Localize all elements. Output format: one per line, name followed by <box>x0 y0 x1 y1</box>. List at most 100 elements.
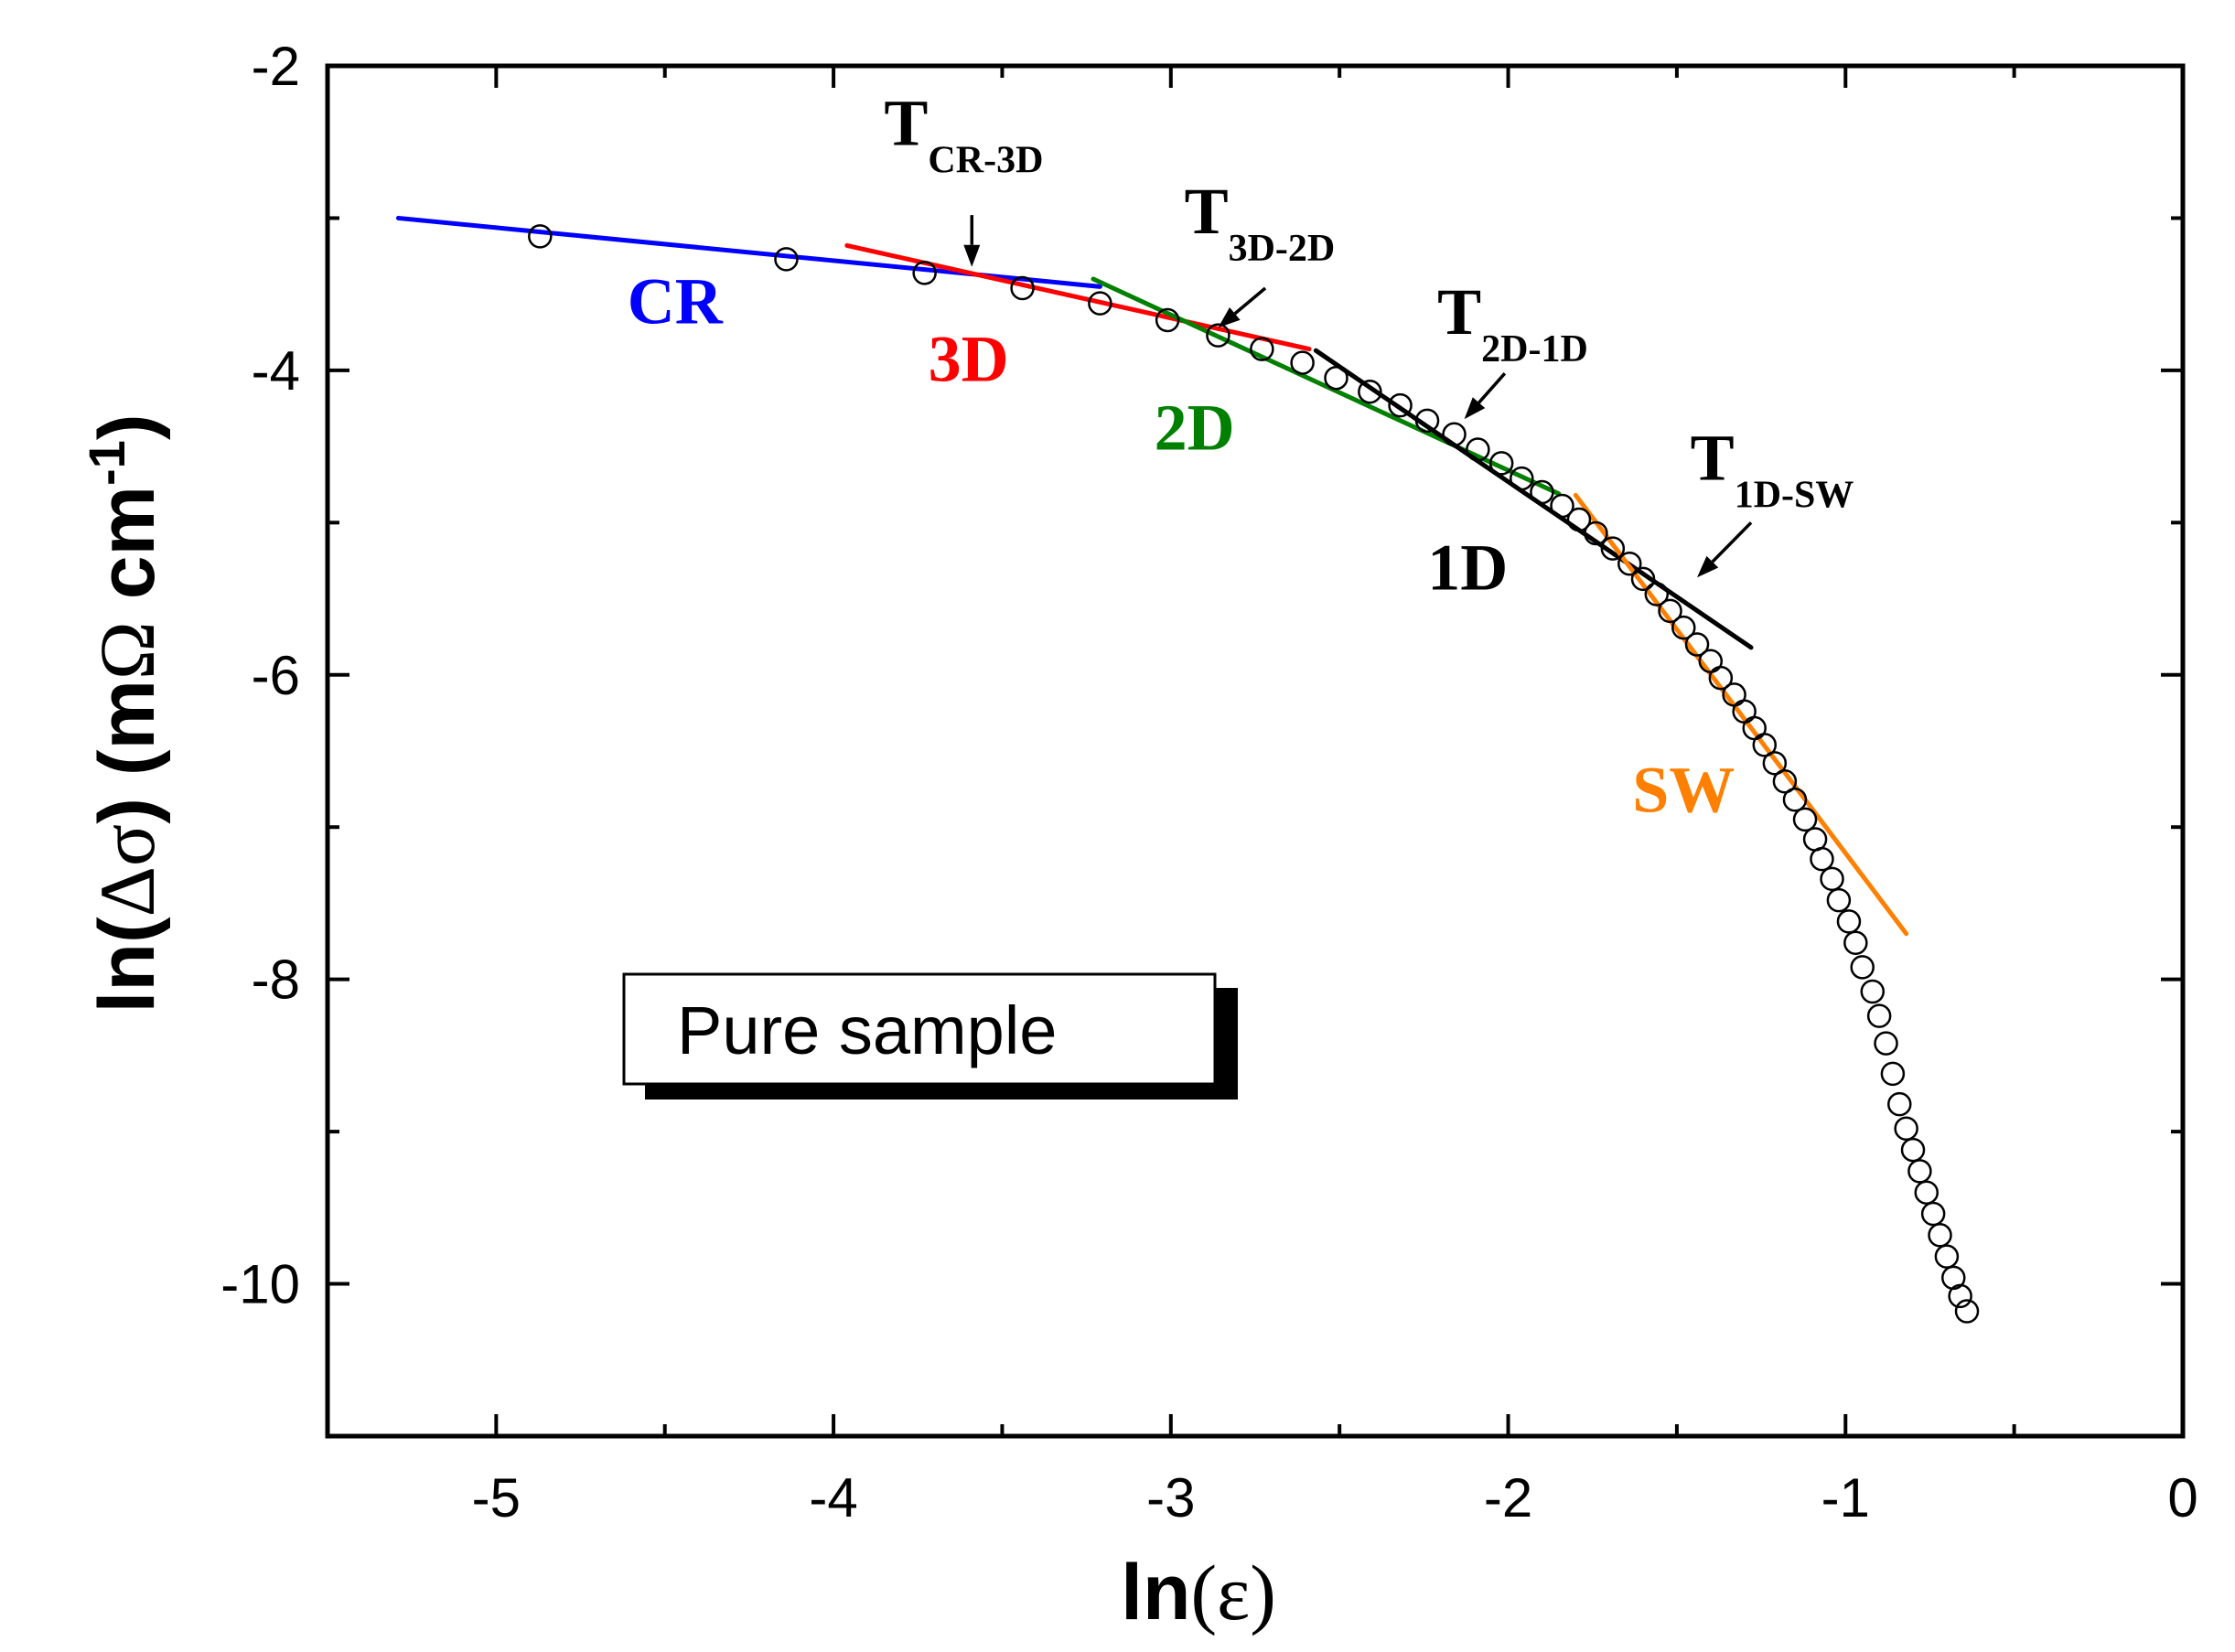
region-label-sw: SW <box>1632 754 1735 827</box>
data-point <box>1442 422 1467 447</box>
data-point <box>1820 866 1844 892</box>
plot-frame <box>325 63 2186 1439</box>
x-tick-label: -1 <box>1821 1467 1870 1529</box>
y-axis-title-omega: Ω <box>83 621 171 680</box>
x-tick-label: -2 <box>1484 1467 1532 1529</box>
legend: Pure sample <box>622 972 1238 1100</box>
data-point <box>528 224 553 249</box>
region-label-2d: 2D <box>1155 391 1235 464</box>
data-point <box>1866 1003 1892 1028</box>
data-point <box>1566 507 1592 532</box>
y-tick-label: -10 <box>220 1254 300 1315</box>
data-point <box>1530 479 1554 505</box>
transition-annotation: T1D-SW <box>1691 422 1854 578</box>
x-axis-title-prefix: ln <box>1121 1549 1190 1636</box>
data-point <box>1810 846 1834 872</box>
data-point <box>1010 275 1035 301</box>
data-point <box>1762 751 1788 776</box>
data-point <box>1948 1283 1972 1309</box>
legend-text: Pure sample <box>677 992 1057 1068</box>
data-point <box>1290 350 1315 375</box>
data-point <box>774 247 799 272</box>
transition-label-main: T <box>1691 422 1735 495</box>
y-axis-title-unit: cm <box>83 486 171 621</box>
data-point <box>1388 392 1413 418</box>
data-point <box>1550 493 1574 519</box>
transition-annotation: T2D-1D <box>1437 275 1588 420</box>
data-point <box>1826 887 1852 913</box>
y-axis-title-close: ) <box>83 414 171 441</box>
data-point <box>1792 807 1818 832</box>
data-point <box>1584 520 1608 546</box>
annotation-arrow-shaft <box>1233 286 1267 316</box>
data-point <box>1708 665 1734 691</box>
data-point <box>1155 307 1180 333</box>
data-point <box>1894 1116 1918 1142</box>
x-axis-title-symbol: (ε) <box>1191 1549 1276 1636</box>
data-point <box>912 261 937 285</box>
data-point <box>1488 451 1514 476</box>
data-point <box>1414 408 1440 434</box>
transition-label-sub: 1D-SW <box>1735 475 1854 517</box>
fit-line-sw <box>1573 492 1909 937</box>
data-point <box>1836 909 1862 934</box>
legend-box <box>622 972 1217 1086</box>
data-point <box>1466 437 1490 462</box>
annotation-arrow-head <box>1697 555 1719 578</box>
x-axis-title: ln(ε) <box>1121 1549 1276 1636</box>
y-axis-title-suffix: ) (m <box>83 680 171 824</box>
transition-annotation: T3D-2D <box>1185 175 1336 328</box>
data-point <box>1907 1159 1932 1184</box>
data-point <box>1880 1061 1906 1087</box>
data-point <box>1358 379 1382 404</box>
data-point <box>1600 536 1626 561</box>
data-point <box>1250 337 1274 361</box>
x-tick-label: -3 <box>1146 1467 1195 1529</box>
annotation-arrow-head <box>1464 397 1486 420</box>
region-label-cr: CR <box>628 264 724 338</box>
data-point <box>1630 566 1656 592</box>
data-point <box>1887 1091 1912 1117</box>
transition-label-sub: CR-3D <box>928 140 1043 182</box>
x-tick-label: -5 <box>472 1467 521 1529</box>
y-tick-label: -4 <box>252 340 300 402</box>
data-point <box>1510 466 1534 491</box>
data-point <box>1782 788 1808 812</box>
data-point <box>1928 1223 1952 1248</box>
data-point <box>1850 955 1875 980</box>
annotation-arrow-head <box>963 244 981 267</box>
data-point <box>1772 769 1798 794</box>
data-point <box>1324 365 1349 391</box>
data-point <box>1206 323 1230 348</box>
data-point <box>1802 827 1828 852</box>
data-point <box>1617 552 1642 576</box>
y-tick-label: -8 <box>252 949 300 1011</box>
annotation-arrow-head <box>1218 306 1241 328</box>
annotation-arrow-shaft <box>1711 521 1753 563</box>
fit-line-2d <box>1091 276 1562 497</box>
data-point <box>1644 582 1670 606</box>
transition-label: T1D-SW <box>1691 422 1854 517</box>
transition-label: TCR-3D <box>884 87 1043 182</box>
data-point <box>1900 1137 1926 1163</box>
data-point <box>1684 632 1710 657</box>
y-axis-title-exp: -1 <box>78 440 135 486</box>
x-tick-label: -4 <box>809 1467 857 1529</box>
region-labels: CR 3D 2D 1D SW <box>628 264 1735 826</box>
transition-label-main: T <box>884 87 928 160</box>
data-point <box>1843 930 1868 955</box>
axis-ticks: -5 -4 -3 -2 -1 0-2-4-6-8-10 <box>220 36 2197 1529</box>
data-point <box>1752 733 1778 757</box>
y-axis-title-prefix: ln( <box>83 917 171 1013</box>
transition-annotation: TCR-3D <box>884 87 1043 267</box>
data-point <box>1860 979 1886 1004</box>
transition-label-sub: 2D-1D <box>1481 328 1588 370</box>
y-axis-title-symbol: Δσ <box>83 824 171 917</box>
data-point <box>1954 1299 1980 1324</box>
transition-label: T3D-2D <box>1185 175 1336 270</box>
data-point <box>1671 615 1696 640</box>
y-tick-label: -2 <box>252 36 300 97</box>
data-points <box>528 224 1980 1324</box>
